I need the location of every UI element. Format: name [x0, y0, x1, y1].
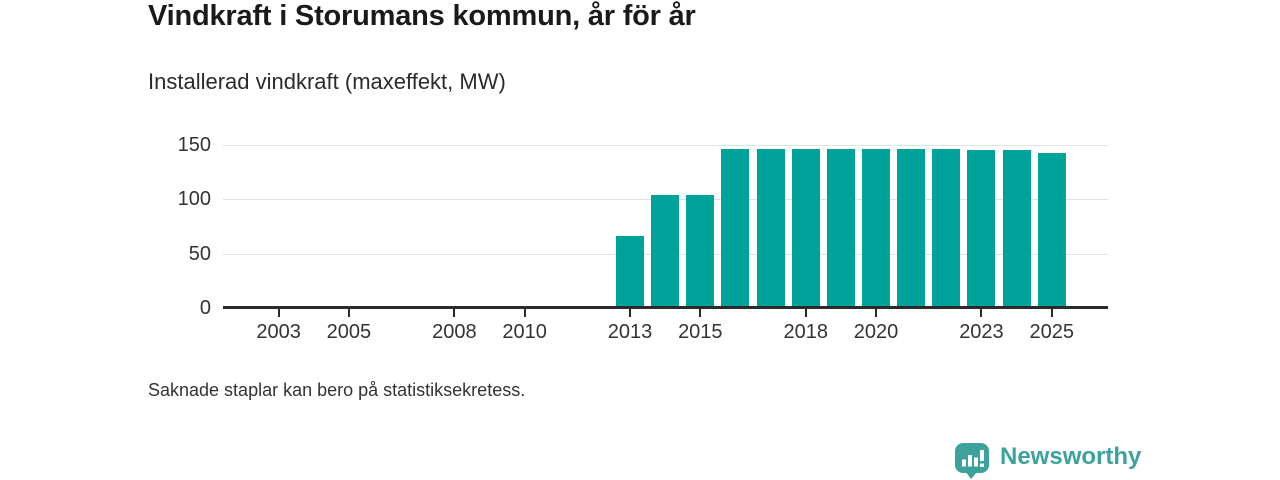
x-tick-label-2010: 2010 [502, 321, 547, 343]
bar-2023 [967, 150, 996, 308]
logo-text: Newsworthy [1000, 443, 1142, 470]
bar-2025 [1037, 152, 1066, 308]
y-tick-label-100: 100 [177, 188, 211, 211]
x-axis-line [223, 306, 1108, 309]
x-tick-label-2025: 2025 [1029, 321, 1074, 343]
newsworthy-logo: Newsworthy [954, 442, 1141, 480]
x-tick-2025 [1050, 309, 1053, 317]
x-tick-2003 [277, 309, 280, 317]
x-tick-label-2023: 2023 [959, 321, 1004, 343]
bar-2016 [721, 149, 750, 308]
y-tick-label-50: 50 [188, 242, 211, 265]
x-tick-2005 [347, 309, 350, 317]
x-tick-label-2008: 2008 [432, 321, 477, 343]
x-tick-label-2018: 2018 [783, 321, 828, 343]
bar-2020 [862, 149, 891, 308]
bar-2021 [897, 149, 926, 308]
x-tick-2018 [804, 309, 807, 317]
page-title: Vindkraft i Storumans kommun, år för år [148, 0, 696, 32]
y-tick-label-150: 150 [177, 134, 211, 156]
bar-2015 [686, 195, 715, 308]
bar-2013 [616, 236, 645, 308]
plot-area [223, 145, 1108, 308]
x-tick-label-2003: 2003 [256, 321, 301, 343]
gridline-150 [223, 145, 1108, 146]
bar-2022 [932, 149, 961, 308]
x-tick-2020 [875, 309, 878, 317]
y-tick-label-0: 0 [199, 297, 211, 319]
bar-2018 [791, 149, 820, 308]
chart-footnote: Saknade staplar kan bero på statistiksek… [148, 380, 526, 400]
x-tick-2023 [980, 309, 983, 317]
bar-2024 [1002, 150, 1031, 308]
bar-2019 [826, 149, 855, 308]
x-tick-2015 [699, 309, 702, 317]
x-tick-2008 [453, 309, 456, 317]
bar-2014 [651, 195, 680, 308]
bar-2017 [756, 149, 785, 308]
x-tick-label-2015: 2015 [678, 321, 723, 343]
x-tick-label-2013: 2013 [607, 321, 653, 343]
x-tick-label-2005: 2005 [326, 321, 372, 343]
x-tick-2013 [629, 309, 632, 317]
x-tick-2010 [523, 309, 526, 317]
chart-subtitle: Installerad vindkraft (maxeffekt, MW) [148, 69, 506, 94]
x-tick-label-2020: 2020 [853, 321, 899, 343]
newsworthy-bar-chart-bubble-icon [954, 442, 991, 480]
